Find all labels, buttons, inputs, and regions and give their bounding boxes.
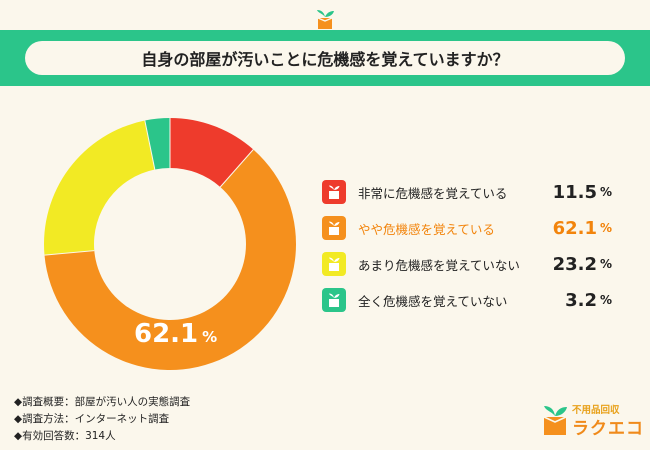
chart-title: 自身の部屋が汚いことに危機感を覚えていますか？ (25, 41, 625, 75)
legend-item-1: 非常に危機感を覚えている 11.5% (322, 174, 612, 210)
legend-value: 11.5 (552, 181, 597, 203)
legend-label: 非常に危機感を覚えている (358, 185, 508, 201)
legend-unit: % (600, 293, 613, 307)
note-overview: ◆調査概要：部屋が汚い人の実態調査 (14, 396, 191, 408)
legend-label: 全く危機感を覚えていない (358, 293, 508, 309)
brand-logo: 不用品回収 ラクエコ (540, 400, 643, 440)
legend-swatch-icon (322, 216, 346, 240)
brand-subtitle: 不用品回収 (572, 405, 620, 416)
legend-unit: % (600, 257, 613, 271)
survey-notes: ◆調査概要：部屋が汚い人の実態調査 ◆調査方法：インターネット調査 ◆有効回答数… (14, 394, 190, 445)
legend-value: 62.1 (552, 217, 597, 239)
brand-name: ラクエコ (572, 419, 644, 439)
legend-value: 3.2 (565, 289, 597, 311)
legend-value: 23.2 (552, 253, 597, 275)
donut-data-label: 62.1% (134, 319, 217, 349)
donut-chart: 62.1% (43, 118, 296, 370)
brand-sprout-box-icon (543, 406, 567, 435)
legend-unit: % (600, 185, 613, 199)
legend-swatch-icon (322, 252, 346, 276)
legend: 非常に危機感を覚えている 11.5% やや危機感を覚えている 62.1% あまり危機感を… (322, 174, 612, 318)
donut-slice-3 (43, 120, 155, 256)
title-bar: 自身の部屋が汚いことに危機感を覚えていますか？ (0, 30, 650, 86)
note-method: ◆調査方法：インターネット調査 (14, 413, 170, 425)
legend-swatch-icon (322, 180, 346, 204)
note-respondents: ◆有効回答数：314人 (14, 430, 116, 442)
donut-slice-1 (170, 118, 254, 187)
legend-label: あまり危機感を覚えていない (358, 257, 520, 273)
legend-item-2: やや危機感を覚えている 62.1% (322, 210, 612, 246)
slice-divider-2 (219, 149, 254, 188)
sprout-box-logo-icon (317, 10, 334, 29)
legend-item-3: あまり危機感を覚えていない 23.2% (322, 246, 612, 282)
legend-swatch-icon (322, 288, 346, 312)
legend-unit: % (600, 221, 613, 235)
slice-divider-4 (144, 120, 156, 170)
donut-slice-2 (44, 149, 296, 370)
slice-divider-3 (44, 250, 95, 256)
legend-item-4: 全く危機感を覚えていない 3.2% (322, 282, 612, 318)
legend-label: やや危機感を覚えている (358, 221, 495, 237)
donut-slice-4 (144, 118, 170, 170)
